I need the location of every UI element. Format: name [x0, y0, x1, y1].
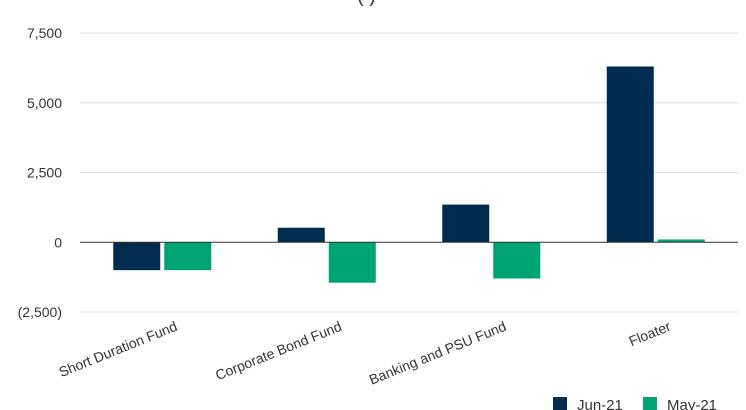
bar-may-21-short-duration-fund	[164, 242, 212, 271]
legend-label-jun-21: Jun-21	[577, 397, 623, 410]
y-axis: 7,500 5,000 2,500 0 (2,500)	[18, 25, 63, 320]
bar-jun-21-short-duration-fund	[113, 242, 161, 271]
bar-may-21-banking-and-psu-fund	[493, 242, 541, 279]
x-tick-label: Floater	[626, 318, 673, 349]
legend-label-may-21: May-21	[667, 397, 717, 410]
y-tick-label: 5,000	[27, 95, 62, 111]
y-tick-label: 7,500	[27, 25, 62, 41]
legend-swatch-may-21	[643, 397, 657, 410]
bar-may-21-corporate-bond-fund	[328, 242, 376, 283]
x-axis-labels: Short Duration Fund Corporate Bond Fund Ba…	[56, 318, 673, 388]
x-tick-label: Banking and PSU Fund	[367, 318, 509, 388]
legend: Jun-21 May-21	[553, 397, 717, 410]
x-tick-label: Short Duration Fund	[56, 318, 179, 380]
bars	[113, 66, 705, 283]
y-tick-label: 0	[54, 234, 62, 250]
bar-jun-21-floater	[606, 66, 654, 243]
x-tick-label: Corporate Bond Fund	[213, 318, 344, 383]
bar-jun-21-corporate-bond-fund	[277, 227, 325, 243]
bar-may-21-floater	[657, 239, 705, 243]
chart-title-fragment: ( )	[357, 0, 376, 7]
legend-swatch-jun-21	[553, 397, 567, 410]
y-tick-label: (2,500)	[18, 304, 62, 320]
bar-jun-21-banking-and-psu-fund	[442, 204, 490, 243]
y-tick-label: 2,500	[27, 165, 62, 181]
